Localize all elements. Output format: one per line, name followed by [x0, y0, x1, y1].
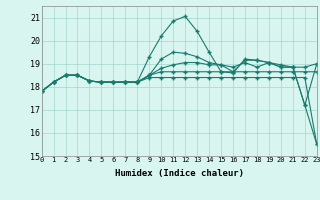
X-axis label: Humidex (Indice chaleur): Humidex (Indice chaleur) — [115, 169, 244, 178]
